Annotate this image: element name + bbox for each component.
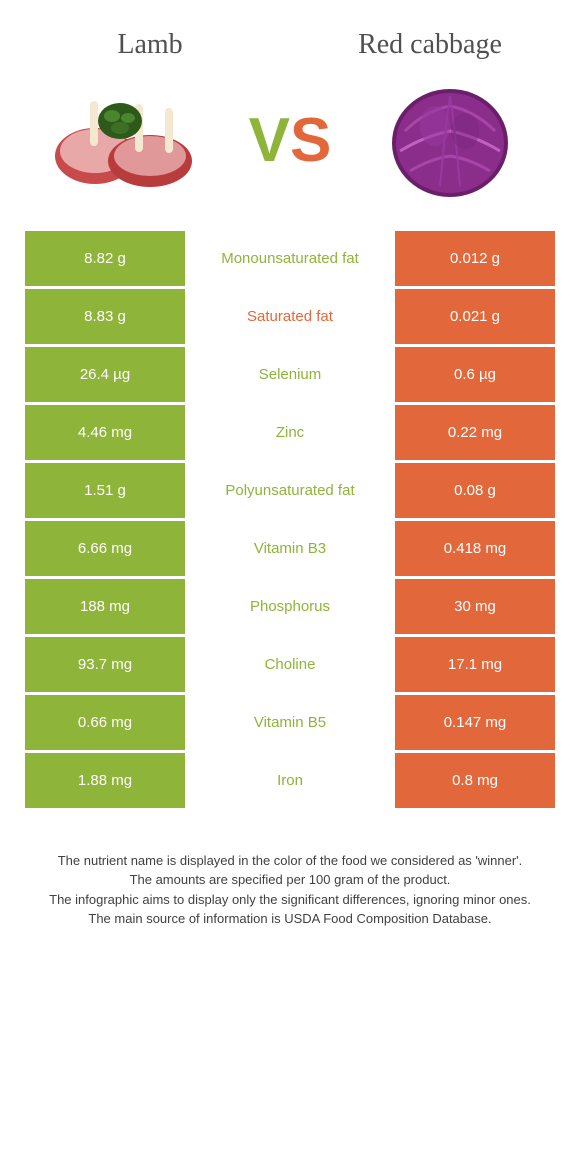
table-row: 93.7 mgCholine17.1 mg (25, 637, 555, 692)
cabbage-value-cell: 0.012 g (395, 231, 555, 286)
cabbage-title: Red cabbage (330, 30, 530, 61)
nutrient-label: Selenium (185, 347, 395, 402)
nutrient-label: Saturated fat (185, 289, 395, 344)
lamb-value-cell: 1.51 g (25, 463, 185, 518)
table-row: 1.51 gPolyunsaturated fat0.08 g (25, 463, 555, 518)
nutrient-label: Phosphorus (185, 579, 395, 634)
table-row: 4.46 mgZinc0.22 mg (25, 405, 555, 460)
lamb-value-cell: 8.83 g (25, 289, 185, 344)
vs-label: VS (249, 105, 332, 176)
lamb-value-cell: 26.4 µg (25, 347, 185, 402)
comparison-row: VS (0, 71, 580, 231)
footer-line: The amounts are specified per 100 gram o… (40, 870, 540, 890)
lamb-value-cell: 4.46 mg (25, 405, 185, 460)
cabbage-value-cell: 0.8 mg (395, 753, 555, 808)
cabbage-image (370, 81, 530, 201)
table-row: 0.66 mgVitamin B50.147 mg (25, 695, 555, 750)
table-row: 6.66 mgVitamin B30.418 mg (25, 521, 555, 576)
vs-s-letter: S (290, 106, 331, 175)
cabbage-value-cell: 0.418 mg (395, 521, 555, 576)
lamb-value-cell: 1.88 mg (25, 753, 185, 808)
footer-line: The infographic aims to display only the… (40, 890, 540, 910)
lamb-image (50, 81, 210, 201)
cabbage-value-cell: 0.6 µg (395, 347, 555, 402)
lamb-value-cell: 8.82 g (25, 231, 185, 286)
cabbage-value-cell: 0.08 g (395, 463, 555, 518)
footer-line: The nutrient name is displayed in the co… (40, 851, 540, 871)
cabbage-value-cell: 30 mg (395, 579, 555, 634)
nutrient-label: Polyunsaturated fat (185, 463, 395, 518)
footer-line: The main source of information is USDA F… (40, 909, 540, 929)
header: Lamb Red cabbage (0, 0, 580, 71)
lamb-title: Lamb (50, 30, 250, 61)
lamb-icon (50, 86, 210, 196)
cabbage-value-cell: 17.1 mg (395, 637, 555, 692)
lamb-value-cell: 6.66 mg (25, 521, 185, 576)
table-row: 188 mgPhosphorus30 mg (25, 579, 555, 634)
nutrient-label: Choline (185, 637, 395, 692)
table-row: 1.88 mgIron0.8 mg (25, 753, 555, 808)
cabbage-value-cell: 0.147 mg (395, 695, 555, 750)
nutrition-table: 8.82 gMonounsaturated fat0.012 g8.83 gSa… (0, 231, 580, 808)
nutrient-label: Iron (185, 753, 395, 808)
table-row: 8.82 gMonounsaturated fat0.012 g (25, 231, 555, 286)
lamb-value-cell: 0.66 mg (25, 695, 185, 750)
table-row: 8.83 gSaturated fat0.021 g (25, 289, 555, 344)
vs-v-letter: V (249, 106, 290, 175)
nutrient-label: Vitamin B5 (185, 695, 395, 750)
cabbage-icon (385, 81, 515, 201)
cabbage-value-cell: 0.22 mg (395, 405, 555, 460)
lamb-value-cell: 188 mg (25, 579, 185, 634)
nutrient-label: Vitamin B3 (185, 521, 395, 576)
footer-notes: The nutrient name is displayed in the co… (0, 811, 580, 929)
cabbage-value-cell: 0.021 g (395, 289, 555, 344)
nutrient-label: Zinc (185, 405, 395, 460)
lamb-value-cell: 93.7 mg (25, 637, 185, 692)
table-row: 26.4 µgSelenium0.6 µg (25, 347, 555, 402)
nutrient-label: Monounsaturated fat (185, 231, 395, 286)
